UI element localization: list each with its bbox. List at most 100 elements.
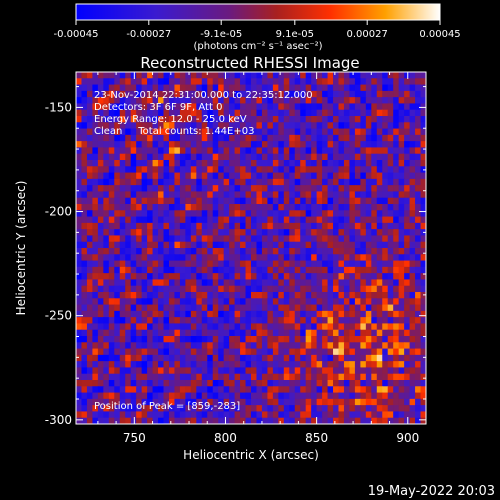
heatmap-cell <box>305 417 312 424</box>
heatmap-cell <box>201 292 208 299</box>
heatmap-cell <box>333 147 340 155</box>
heatmap-cell <box>333 109 340 117</box>
heatmap-cell <box>420 392 426 400</box>
heatmap-cell <box>289 122 296 130</box>
heatmap-cell <box>365 417 372 424</box>
heatmap-cell <box>196 285 203 293</box>
heatmap-cell <box>393 78 400 86</box>
heatmap-cell <box>190 405 197 413</box>
heatmap-cell <box>163 310 170 318</box>
heatmap-cell <box>196 373 203 381</box>
heatmap-cell <box>229 147 236 155</box>
heatmap-cell <box>168 153 176 161</box>
heatmap-cell <box>283 361 290 369</box>
heatmap-cell <box>223 361 230 369</box>
heatmap-cell <box>398 285 405 293</box>
heatmap-cell <box>185 317 192 325</box>
heatmap-cell <box>415 197 422 205</box>
heatmap-cell <box>234 292 241 299</box>
heatmap-cell <box>251 109 258 117</box>
heatmap-cell <box>256 222 263 230</box>
heatmap-cell <box>349 204 356 211</box>
heatmap-cell <box>404 185 411 193</box>
heatmap-cell <box>136 398 143 406</box>
heatmap-cell <box>365 153 372 161</box>
heatmap-cell <box>81 361 88 369</box>
heatmap-cell <box>267 361 274 369</box>
heatmap-cell <box>201 229 208 237</box>
heatmap-cell <box>393 310 400 318</box>
heatmap-cell <box>147 235 154 243</box>
heatmap-cell <box>179 405 186 413</box>
heatmap-cell <box>212 411 219 419</box>
heatmap-cell <box>76 128 83 136</box>
heatmap-cell <box>179 380 186 387</box>
heatmap-cell <box>272 361 279 369</box>
heatmap-cell <box>108 147 115 155</box>
heatmap-cell <box>365 84 372 92</box>
heatmap-cell <box>272 153 279 161</box>
heatmap-cell <box>371 78 378 86</box>
heatmap-cell <box>316 254 323 262</box>
heatmap-cell <box>185 72 192 79</box>
heatmap-cell <box>229 103 236 111</box>
heatmap-cell <box>86 392 94 400</box>
heatmap-cell <box>201 235 208 243</box>
heatmap-cell <box>387 361 394 369</box>
heatmap-cell <box>251 361 258 369</box>
heatmap-cell <box>103 336 110 343</box>
heatmap-cell <box>141 392 148 400</box>
heatmap-cell <box>185 285 192 293</box>
heatmap-cell <box>179 185 186 193</box>
heatmap-cell <box>272 266 279 274</box>
heatmap-cell <box>294 134 301 142</box>
heatmap-cell <box>376 229 383 237</box>
heatmap-cell <box>371 329 378 337</box>
heatmap-cell <box>152 304 159 312</box>
heatmap-cell <box>141 147 148 155</box>
heatmap-cell <box>289 222 296 230</box>
heatmap-cell <box>360 317 367 325</box>
heatmap-cell <box>365 260 372 268</box>
heatmap-cell <box>223 116 230 123</box>
heatmap-cell <box>322 248 329 255</box>
heatmap-cell <box>201 248 208 255</box>
heatmap-cell <box>294 116 301 123</box>
heatmap-cell <box>349 367 356 375</box>
heatmap-cell <box>207 116 214 123</box>
heatmap-cell <box>415 411 422 419</box>
heatmap-cell <box>327 134 334 142</box>
heatmap-cell <box>141 417 148 424</box>
heatmap-cell <box>245 411 252 419</box>
heatmap-cell <box>289 229 296 237</box>
heatmap-cell <box>343 336 351 343</box>
heatmap-cell <box>300 348 307 356</box>
heatmap-cell <box>376 210 383 218</box>
heatmap-cell <box>409 336 416 343</box>
heatmap-cell <box>86 386 94 394</box>
heatmap-cell <box>420 134 426 142</box>
heatmap-cell <box>338 128 345 136</box>
heatmap-cell <box>300 160 307 167</box>
heatmap-cell <box>343 279 351 287</box>
heatmap-cell <box>174 72 181 79</box>
heatmap-cell <box>125 178 132 186</box>
heatmap-cell <box>409 411 416 419</box>
heatmap-cell <box>365 90 372 98</box>
heatmap-cell <box>212 279 219 287</box>
heatmap-cell <box>125 78 132 86</box>
heatmap-cell <box>218 405 225 413</box>
heatmap-cell <box>81 266 88 274</box>
heatmap-cell <box>103 329 110 337</box>
heatmap-cell <box>251 229 258 237</box>
heatmap-cell <box>141 128 148 136</box>
heatmap-cell <box>349 304 356 312</box>
heatmap-cell <box>168 361 176 369</box>
heatmap-cell <box>371 279 378 287</box>
heatmap-cell <box>365 373 372 381</box>
heatmap-cell <box>114 97 121 105</box>
heatmap-cell <box>371 248 378 255</box>
heatmap-cell <box>212 292 219 299</box>
heatmap-cell <box>365 348 372 356</box>
heatmap-cell <box>158 317 165 325</box>
